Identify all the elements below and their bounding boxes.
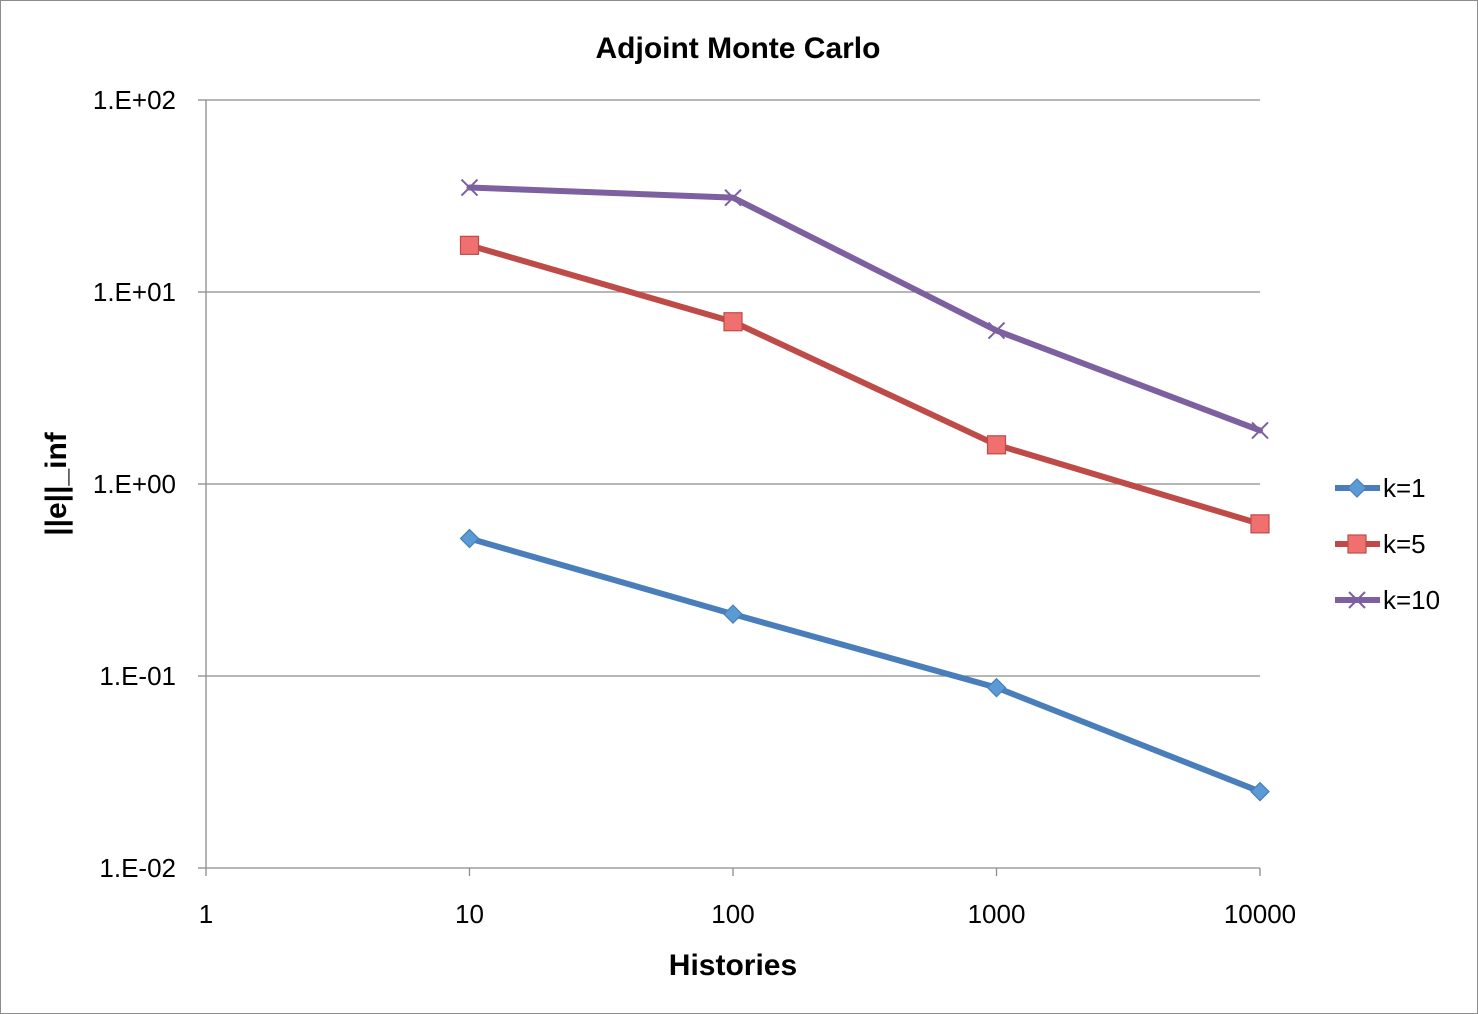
y-tick-label: 1.E+02 [93,85,176,115]
axes [198,99,1261,876]
marker-x-stroke [460,178,479,197]
series-k=10 [460,178,1269,440]
x-tick-label: 10 [455,899,484,929]
marker-square [1347,534,1367,554]
legend-item-k=1: k=1 [1335,473,1426,503]
legend-label: k=1 [1383,473,1426,503]
grid-lines [206,99,1260,677]
marker-x [1348,591,1366,609]
series-line [466,184,1263,434]
marker-x [987,321,1006,340]
marker-x-stroke [987,321,1006,340]
y-tick-label: 1.E+01 [93,277,176,307]
legend-item-k=10: k=10 [1335,585,1440,615]
x-tick-labels: 1 10 100 1000 10000 [199,899,1296,929]
marker-diamond [1250,781,1270,802]
marker-x [1251,421,1269,440]
legend: k=1 k=5 k=10 [1335,473,1440,615]
marker-diamond [1347,478,1367,498]
marker-square [459,235,480,255]
x-tick-label: 1 [199,899,213,929]
y-tick-label: 1.E+00 [93,469,176,499]
series-line [466,535,1263,795]
legend-label: k=5 [1383,529,1426,559]
marker-square [986,435,1007,455]
legend-label: k=10 [1383,585,1440,615]
y-tick-label: 1.E-02 [99,853,176,883]
marker-x-stroke [724,188,742,207]
marker-diamond [459,528,480,549]
marker-x [724,188,742,207]
legend-item-k=5: k=5 [1335,529,1426,559]
series-group [459,178,1270,802]
series-k=1 [459,528,1270,802]
x-tick-label: 1000 [968,899,1026,929]
y-axis-title: ||e||_inf [40,431,73,536]
chart-title: Adjoint Monte Carlo [596,32,881,65]
marker-x-stroke [1251,421,1269,440]
y-tick-label: 1.E-01 [99,661,176,691]
marker-diamond [723,604,743,624]
marker-square [1250,514,1270,534]
marker-x-stroke [1348,591,1366,609]
x-tick-label: 100 [711,899,754,929]
marker-x [460,178,479,197]
marker-square [723,312,743,332]
x-axis-title: Histories [669,949,797,982]
series-line [466,242,1263,527]
series-k=5 [459,235,1270,534]
x-tick-label: 10000 [1224,899,1296,929]
marker-diamond [986,677,1007,698]
y-tick-labels: 1.E-02 1.E-01 1.E+00 1.E+01 1.E+02 [93,85,176,883]
